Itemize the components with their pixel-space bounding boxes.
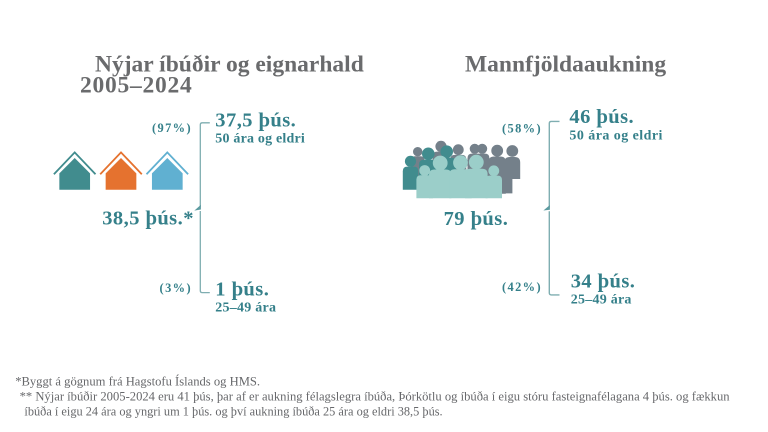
svg-text:Nýjar íbúðir og eignarhald: Nýjar íbúðir og eignarhald (95, 52, 364, 78)
svg-text:25–49 ára: 25–49 ára (571, 293, 632, 308)
svg-text:** Nýjar íbúðir 2005-2024 eru: ** Nýjar íbúðir 2005-2024 eru 41 þús, þa… (20, 389, 731, 403)
svg-text:íbúða í eigu 24 ára og yngri u: íbúða í eigu 24 ára og yngri um 1 þús. o… (24, 405, 442, 419)
svg-text:(3%): (3%) (160, 281, 192, 295)
svg-text:50 ára og eldri: 50 ára og eldri (569, 129, 662, 144)
svg-text:25–49 ára: 25–49 ára (215, 301, 276, 316)
svg-text:1 þús.: 1 þús. (215, 278, 269, 300)
svg-text:50 ára og eldri: 50 ára og eldri (215, 131, 305, 146)
svg-text:(58%): (58%) (502, 121, 542, 135)
svg-text:Mannfjöldaaukning: Mannfjöldaaukning (465, 52, 666, 78)
svg-text:79 þús.: 79 þús. (444, 208, 509, 230)
svg-text:38,5 þús.*: 38,5 þús.* (102, 207, 194, 229)
svg-text:(97%): (97%) (152, 121, 192, 135)
svg-text:34 þús.: 34 þús. (571, 270, 636, 292)
svg-text:46 þús.: 46 þús. (569, 106, 634, 128)
svg-text:*Byggt á gögnum frá Hagstofu Í: *Byggt á gögnum frá Hagstofu Íslands og … (15, 374, 260, 388)
svg-text:(42%): (42%) (502, 280, 542, 294)
svg-text:2005–2024: 2005–2024 (80, 73, 193, 99)
svg-text:37,5 þús.: 37,5 þús. (215, 109, 296, 131)
